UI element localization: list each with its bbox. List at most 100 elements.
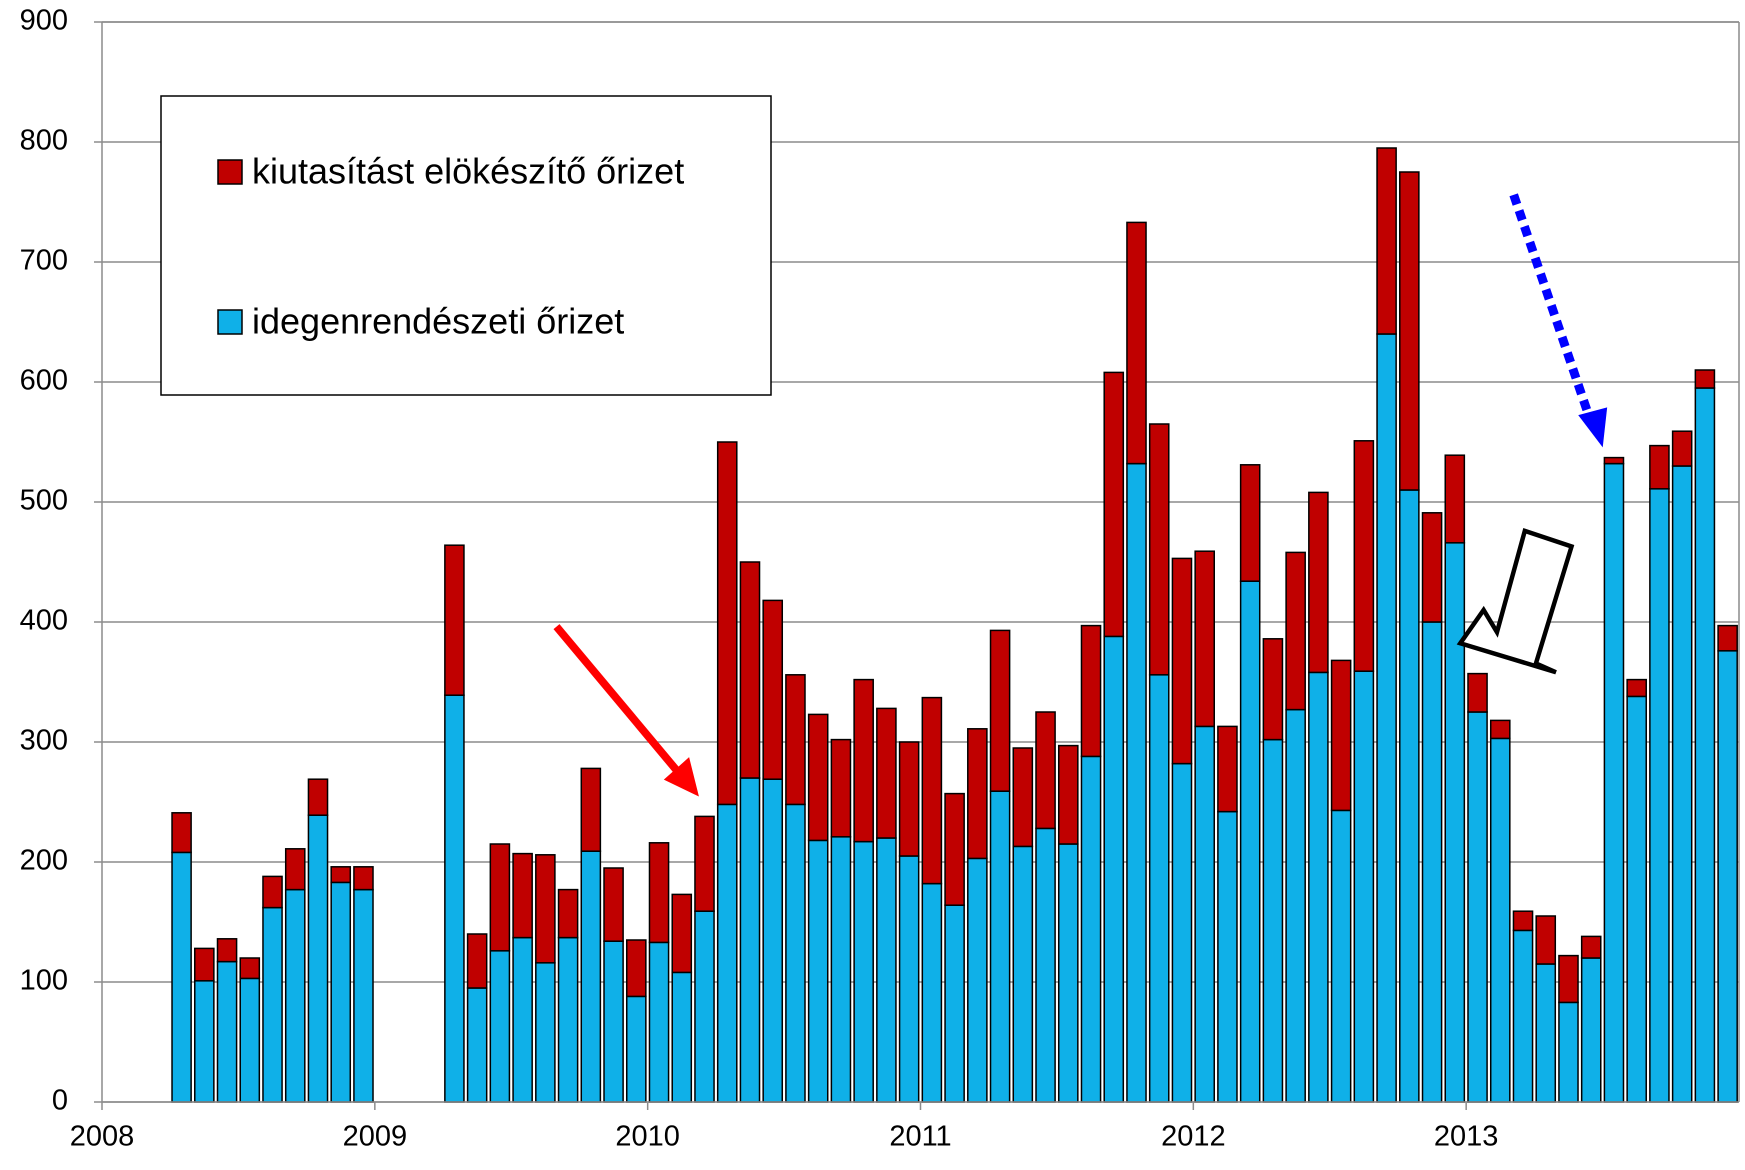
- bar-segment: [330, 881, 352, 1103]
- legend-swatch: [217, 159, 243, 185]
- bar-segment: [1512, 929, 1534, 1103]
- bar-segment: [1080, 624, 1102, 758]
- bar-segment: [1262, 638, 1284, 741]
- bar-segment: [1580, 957, 1602, 1103]
- bar-segment: [1649, 444, 1670, 490]
- bar-segment: [444, 694, 465, 1103]
- bar-segment: [1012, 747, 1034, 848]
- bar-segment: [1399, 489, 1420, 1103]
- bar-segment: [1239, 464, 1261, 582]
- bar-segment: [921, 696, 943, 885]
- bar-segment: [762, 778, 784, 1103]
- bar-segment: [466, 933, 488, 989]
- bar-segment: [853, 840, 874, 1103]
- x-tick-label: 2010: [615, 1121, 680, 1153]
- bar-segment: [1558, 954, 1579, 1004]
- blue-arrow: [1509, 193, 1594, 419]
- bar-segment: [535, 854, 556, 964]
- bar-segment: [239, 977, 261, 1103]
- bar-segment: [648, 941, 670, 1103]
- bar-segment: [989, 629, 1011, 792]
- bar-segment: [1126, 462, 1147, 1103]
- bar-segment: [1057, 744, 1079, 845]
- x-tick-label: 2013: [1434, 1121, 1499, 1153]
- bar-segment: [1353, 440, 1375, 672]
- bar-segment: [830, 836, 852, 1103]
- red-arrow: [553, 624, 685, 779]
- bar-segment: [580, 767, 602, 852]
- bar-segment: [512, 852, 533, 939]
- bar-segment: [1103, 371, 1125, 638]
- bar-segment: [216, 938, 238, 963]
- bar-segment: [1512, 910, 1534, 932]
- bar-segment: [1467, 711, 1488, 1103]
- legend-box: [160, 95, 772, 396]
- bar-segment: [557, 936, 579, 1103]
- y-tick-label: 100: [20, 965, 68, 997]
- bar-segment: [1603, 462, 1625, 1103]
- y-tick-label: 200: [20, 845, 68, 877]
- hollow-arrow: [1456, 528, 1575, 675]
- x-tick-label: 2008: [70, 1121, 135, 1153]
- bar-segment: [1330, 809, 1352, 1103]
- bar-segment: [1467, 672, 1488, 713]
- blue-arrow-head: [1578, 407, 1608, 448]
- bar-segment: [444, 544, 465, 696]
- bar-segment: [807, 713, 829, 842]
- bar-segment: [353, 888, 374, 1103]
- legend-label: idegenrendészeti őrizet: [252, 301, 624, 342]
- bar-segment: [716, 441, 738, 806]
- bar-segment: [898, 741, 920, 857]
- bar-segment: [1194, 725, 1216, 1103]
- bar-segment: [785, 674, 806, 806]
- bar-segment: [1717, 624, 1738, 652]
- bar-segment: [625, 995, 647, 1103]
- bar-segment: [1012, 845, 1034, 1103]
- bar-segment: [1217, 725, 1238, 813]
- y-tick-label: 300: [20, 725, 68, 757]
- bar-segment: [1626, 678, 1647, 698]
- y-tick-label: 900: [20, 5, 68, 37]
- bar-segment: [1444, 454, 1466, 544]
- bar-segment: [1535, 915, 1557, 965]
- plot: 0 100 200 300 400 500 600 700 800 900 2008 2009 2010…: [20, 5, 1740, 1153]
- bar-segment: [807, 839, 829, 1103]
- bar-segment: [853, 678, 874, 843]
- x-tick-label: 2009: [343, 1121, 408, 1153]
- bar-segment: [1694, 369, 1716, 389]
- bar-segment: [1285, 708, 1306, 1103]
- y-tick-label: 400: [20, 605, 68, 637]
- bar-segment: [1126, 221, 1147, 465]
- bar-segment: [1262, 738, 1284, 1103]
- bar-segment: [489, 950, 511, 1103]
- bar-segment: [967, 857, 988, 1103]
- legend-label: kiutasítást elökészítő őrizet: [252, 151, 684, 192]
- y-tick-label: 500: [20, 485, 68, 517]
- bar-segment: [171, 812, 192, 854]
- bar-segment: [1399, 171, 1420, 491]
- bar-segment: [1694, 387, 1716, 1103]
- bar-segment: [671, 971, 693, 1103]
- bar-segment: [830, 738, 852, 838]
- bar-segment: [762, 599, 784, 780]
- bar-segment: [1330, 659, 1352, 812]
- bar-segment: [1353, 670, 1375, 1103]
- bar-segment: [194, 947, 215, 982]
- bar-segment: [785, 803, 806, 1103]
- bar-segment: [716, 803, 738, 1103]
- red-arrow-head: [663, 757, 699, 797]
- bar-segment: [1376, 333, 1397, 1103]
- bar-segment: [216, 960, 238, 1103]
- bar-segment: [557, 888, 579, 939]
- bar-segment: [1171, 762, 1193, 1103]
- bar-segment: [284, 888, 306, 1103]
- bar-segment: [1285, 551, 1306, 711]
- bar-segment: [1580, 935, 1602, 959]
- bar-segment: [1194, 550, 1216, 728]
- y-tick-label: 600: [20, 365, 68, 397]
- bar-segment: [1080, 755, 1102, 1103]
- bar-segment: [1035, 711, 1056, 830]
- bar-segment: [535, 962, 556, 1103]
- bar-segment: [1148, 674, 1170, 1103]
